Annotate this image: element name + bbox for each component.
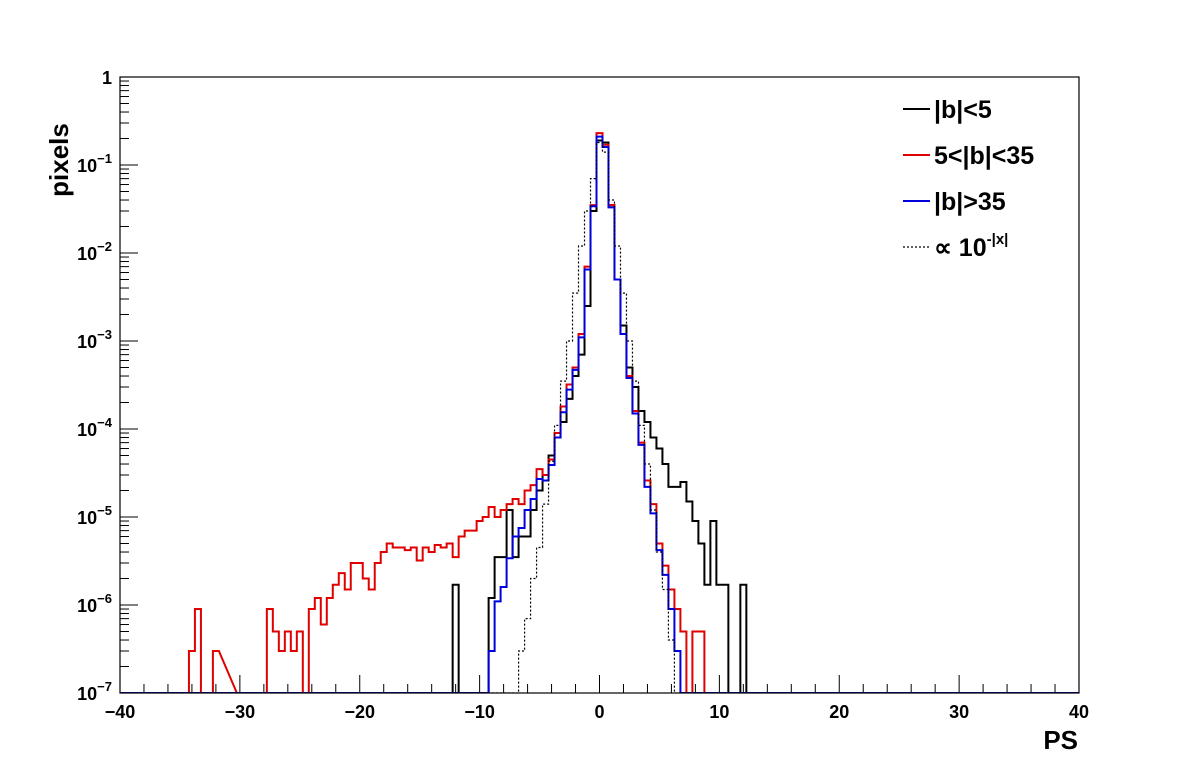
y-tick-label: 10−3 <box>77 327 112 352</box>
x-tick-label: 40 <box>1069 702 1089 722</box>
y-tick-label: 1 <box>102 68 112 88</box>
legend-label: ∝ 10-|x| <box>934 231 1008 262</box>
histogram-series-4 <box>120 141 1079 693</box>
y-tick-label: 10−2 <box>77 239 112 264</box>
x-tick-label: 20 <box>829 702 849 722</box>
y-axis: 10−7 10−6 10−5 10−4 10−3 10−2 10−1 1 <box>77 68 138 704</box>
series-layer <box>120 132 1079 693</box>
x-tick-label: 30 <box>949 702 969 722</box>
y-tick-label: 10−4 <box>77 415 113 440</box>
y-tick-label: 10−7 <box>77 679 112 704</box>
x-tick-label: 0 <box>594 702 604 722</box>
y-tick-label: 10−6 <box>77 591 112 616</box>
x-tick-label: −40 <box>105 702 136 722</box>
histogram-series-3 <box>120 135 1079 693</box>
y-tick-label: 10−1 <box>77 151 112 176</box>
x-tick-label: −20 <box>344 702 375 722</box>
x-tick-label: −10 <box>464 702 495 722</box>
x-tick-label: −30 <box>225 702 256 722</box>
legend-label: |b|>35 <box>934 188 1006 216</box>
legend-label: 5<|b|<35 <box>934 142 1034 170</box>
y-axis-title: pixels <box>44 123 74 197</box>
x-tick-label: 10 <box>709 702 729 722</box>
x-axis-title: PS <box>1043 725 1078 755</box>
legend: |b|<5 5<|b|<35 |b|>35 ∝ 10-|x| <box>903 96 1034 262</box>
x-axis: −40 −30 −20 −10 0 10 20 30 40 <box>105 675 1089 722</box>
legend-label: |b|<5 <box>934 96 992 124</box>
y-tick-label: 10−5 <box>77 503 112 528</box>
histogram-series-2 <box>120 132 1079 693</box>
